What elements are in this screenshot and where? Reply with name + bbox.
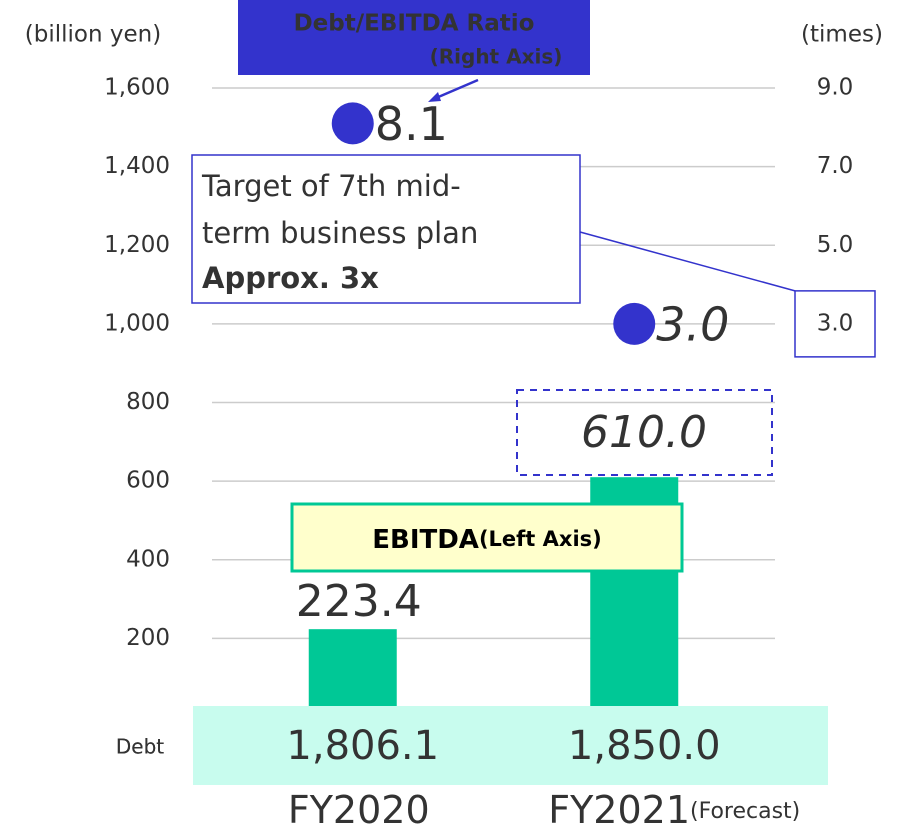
legend-box bbox=[238, 0, 590, 75]
y-tick-label: 1,600 bbox=[104, 75, 170, 101]
debt-value: 1,806.1 bbox=[286, 723, 439, 769]
y2-tick-label: 7.0 bbox=[817, 153, 854, 179]
x-tick-label: FY2021(Forecast) bbox=[548, 788, 800, 832]
category-name: FY2020 bbox=[288, 788, 430, 832]
x-tick-label: FY2020 bbox=[288, 788, 430, 832]
debt-value: 1,850.0 bbox=[568, 723, 721, 769]
bar-value-label: 610.0 bbox=[581, 407, 707, 458]
y-tick-label: 800 bbox=[126, 389, 170, 415]
category-note: (Forecast) bbox=[690, 799, 800, 824]
annotation-box bbox=[191, 154, 581, 304]
y2-axis-title: (times) bbox=[801, 22, 883, 48]
legend-name: EBITDA bbox=[372, 525, 479, 555]
annotation-text: term business plan bbox=[202, 216, 478, 250]
y-tick-label: 200 bbox=[126, 625, 170, 651]
y-tick-label: 1,200 bbox=[104, 232, 170, 258]
legend-note: (Left Axis) bbox=[479, 527, 602, 551]
y-tick-label: 600 bbox=[126, 468, 170, 494]
point-label: 8.1 bbox=[375, 97, 448, 151]
point bbox=[331, 102, 374, 145]
debt-band-cover bbox=[193, 706, 828, 785]
annotation-text: Target of 7th mid- bbox=[201, 169, 461, 203]
bar-value-label: 223.4 bbox=[296, 576, 422, 627]
arrow bbox=[435, 78, 479, 100]
legend-note: (Right Axis) bbox=[430, 45, 563, 69]
y2-tick-highlight bbox=[794, 290, 876, 358]
annotation-emphasis: Approx. 3x bbox=[202, 261, 379, 295]
bar bbox=[308, 629, 397, 717]
point bbox=[613, 302, 656, 345]
y-axis-title: (billion yen) bbox=[25, 22, 161, 48]
value-box bbox=[516, 389, 773, 476]
legend-entry: EBITDA(Left Axis) bbox=[372, 525, 602, 555]
annotation-leader bbox=[579, 231, 796, 292]
y2-tick-label: 9.0 bbox=[817, 75, 854, 101]
debt-label: Debt bbox=[116, 735, 164, 759]
y2-tick-label: 5.0 bbox=[817, 232, 854, 258]
legend-name: Debt/EBITDA Ratio bbox=[294, 11, 535, 37]
y-tick-label: 400 bbox=[126, 546, 170, 572]
point-label: 3.0 bbox=[656, 297, 729, 351]
y-tick-label: 1,000 bbox=[104, 310, 170, 336]
debt-label: Debt bbox=[116, 735, 164, 759]
category-name: FY2021 bbox=[548, 788, 690, 832]
y2-tick-label: 3.0 bbox=[817, 310, 854, 336]
legend-box bbox=[290, 502, 684, 573]
y-tick-label: 1,400 bbox=[104, 153, 170, 179]
arrow-head bbox=[428, 92, 441, 102]
